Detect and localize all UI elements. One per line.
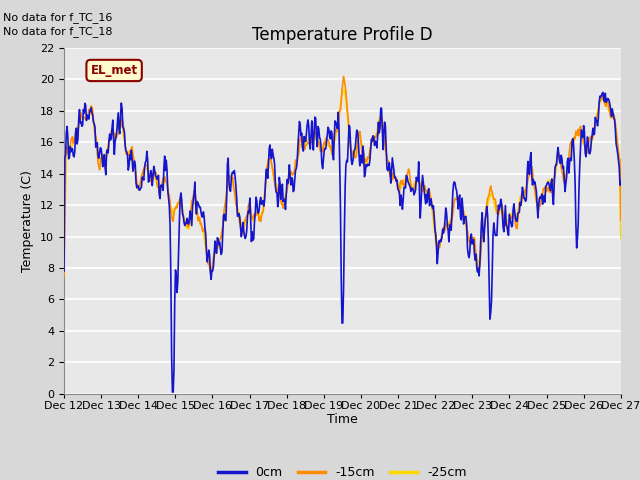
- 0cm: [428, 196, 435, 202]
- 0cm: [168, 389, 176, 395]
- -25cm: [428, 201, 435, 207]
- -15cm: [184, 224, 192, 230]
- Text: EL_met: EL_met: [90, 64, 138, 77]
- 0cm: [411, 190, 419, 195]
- Y-axis label: Temperature (C): Temperature (C): [22, 170, 35, 272]
- -25cm: [60, 271, 68, 277]
- -25cm: [617, 236, 625, 241]
- 0cm: [599, 90, 607, 96]
- -15cm: [60, 274, 68, 279]
- Title: Temperature Profile D: Temperature Profile D: [252, 25, 433, 44]
- Legend: 0cm, -15cm, -25cm: 0cm, -15cm, -25cm: [213, 461, 472, 480]
- X-axis label: Time: Time: [327, 413, 358, 426]
- 0cm: [127, 147, 135, 153]
- Text: No data for f_TC_16: No data for f_TC_16: [3, 12, 113, 23]
- -15cm: [70, 138, 78, 144]
- -15cm: [428, 196, 435, 202]
- Line: -25cm: -25cm: [64, 89, 621, 274]
- Text: No data for f_TC_18: No data for f_TC_18: [3, 26, 113, 37]
- 0cm: [185, 221, 193, 227]
- -25cm: [214, 241, 221, 247]
- -15cm: [127, 145, 135, 151]
- 0cm: [214, 236, 222, 241]
- 0cm: [617, 179, 625, 185]
- -15cm: [617, 217, 625, 223]
- Line: -15cm: -15cm: [64, 76, 621, 276]
- Line: 0cm: 0cm: [64, 93, 621, 392]
- -15cm: [411, 183, 419, 189]
- 0cm: [70, 154, 78, 160]
- 0cm: [60, 268, 68, 274]
- -25cm: [184, 226, 192, 231]
- -25cm: [411, 179, 419, 185]
- -25cm: [70, 137, 78, 143]
- -25cm: [340, 86, 348, 92]
- -25cm: [127, 149, 135, 155]
- -15cm: [214, 246, 221, 252]
- -15cm: [340, 73, 348, 79]
